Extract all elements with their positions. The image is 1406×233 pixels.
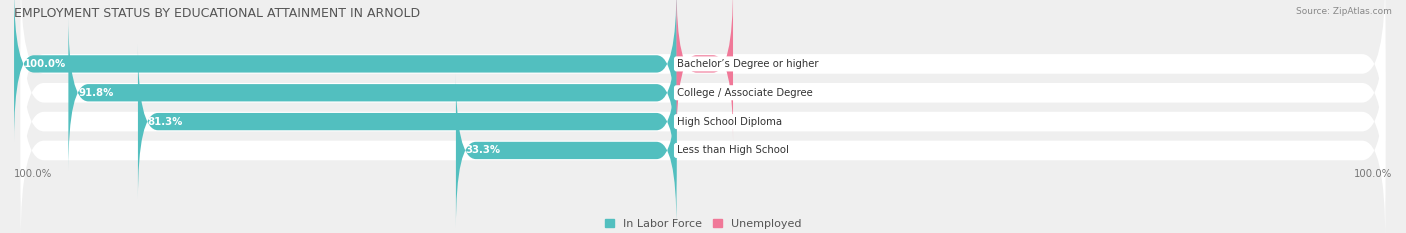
FancyBboxPatch shape <box>21 31 1385 213</box>
FancyBboxPatch shape <box>676 0 733 142</box>
Text: 100.0%: 100.0% <box>24 59 66 69</box>
Text: College / Associate Degree: College / Associate Degree <box>676 88 813 98</box>
Text: High School Diploma: High School Diploma <box>676 116 782 127</box>
Text: Bachelor’s Degree or higher: Bachelor’s Degree or higher <box>676 59 818 69</box>
Legend: In Labor Force, Unemployed: In Labor Force, Unemployed <box>605 219 801 229</box>
Text: 100.0%: 100.0% <box>14 169 52 179</box>
FancyBboxPatch shape <box>21 2 1385 184</box>
Text: 33.3%: 33.3% <box>465 145 501 155</box>
Text: 0.0%: 0.0% <box>690 116 718 127</box>
FancyBboxPatch shape <box>69 15 676 171</box>
Text: 81.3%: 81.3% <box>148 116 183 127</box>
Text: 100.0%: 100.0% <box>1354 169 1392 179</box>
FancyBboxPatch shape <box>138 44 676 199</box>
FancyBboxPatch shape <box>21 0 1385 155</box>
Text: EMPLOYMENT STATUS BY EDUCATIONAL ATTAINMENT IN ARNOLD: EMPLOYMENT STATUS BY EDUCATIONAL ATTAINM… <box>14 7 420 20</box>
Text: 0.0%: 0.0% <box>690 88 718 98</box>
Text: 7.9%: 7.9% <box>747 59 775 69</box>
Text: 91.8%: 91.8% <box>79 88 114 98</box>
Text: Source: ZipAtlas.com: Source: ZipAtlas.com <box>1296 7 1392 16</box>
Text: Less than High School: Less than High School <box>676 145 789 155</box>
Text: 0.0%: 0.0% <box>690 145 718 155</box>
FancyBboxPatch shape <box>21 59 1385 233</box>
FancyBboxPatch shape <box>14 0 676 142</box>
FancyBboxPatch shape <box>456 72 676 228</box>
